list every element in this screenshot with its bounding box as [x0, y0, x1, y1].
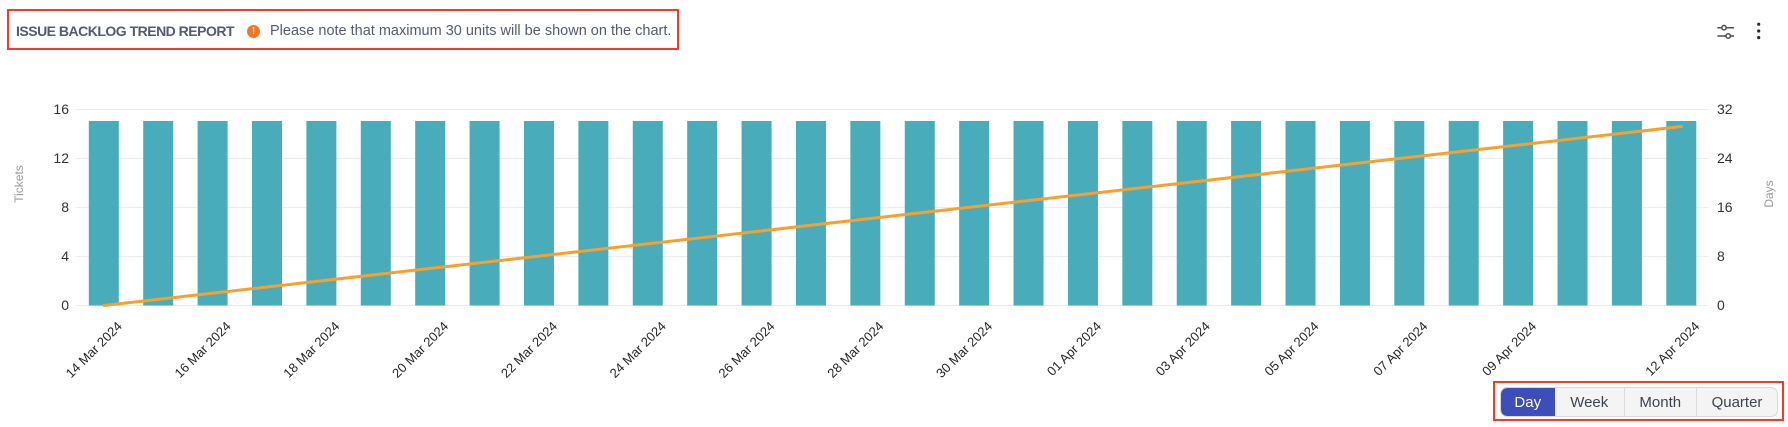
svg-text:18 Mar 2024: 18 Mar 2024: [280, 319, 342, 381]
svg-text:16 Mar 2024: 16 Mar 2024: [171, 319, 233, 381]
svg-text:16: 16: [53, 101, 69, 117]
svg-text:03 Apr 2024: 03 Apr 2024: [1153, 319, 1213, 379]
svg-text:24 Mar 2024: 24 Mar 2024: [607, 319, 669, 381]
svg-text:22 Mar 2024: 22 Mar 2024: [498, 319, 560, 381]
svg-text:28 Mar 2024: 28 Mar 2024: [824, 319, 886, 381]
svg-text:14 Mar 2024: 14 Mar 2024: [63, 319, 125, 381]
svg-text:Tickets: Tickets: [12, 165, 26, 203]
svg-text:01 Apr 2024: 01 Apr 2024: [1044, 319, 1104, 379]
svg-text:05 Apr 2024: 05 Apr 2024: [1261, 319, 1321, 379]
svg-text:8: 8: [61, 199, 69, 215]
svg-text:26 Mar 2024: 26 Mar 2024: [715, 319, 777, 381]
svg-text:Days: Days: [1762, 180, 1776, 207]
svg-text:16: 16: [1717, 199, 1733, 215]
svg-text:20 Mar 2024: 20 Mar 2024: [389, 319, 451, 381]
svg-text:30 Mar 2024: 30 Mar 2024: [933, 319, 995, 381]
svg-text:12 Apr 2024: 12 Apr 2024: [1642, 319, 1702, 379]
svg-text:4: 4: [61, 248, 69, 264]
svg-text:32: 32: [1717, 101, 1733, 117]
svg-text:24: 24: [1717, 150, 1733, 166]
svg-text:07 Apr 2024: 07 Apr 2024: [1370, 319, 1430, 379]
svg-text:0: 0: [1717, 297, 1725, 313]
svg-text:8: 8: [1717, 248, 1725, 264]
svg-text:09 Apr 2024: 09 Apr 2024: [1479, 319, 1539, 379]
svg-text:12: 12: [53, 150, 69, 166]
svg-text:0: 0: [61, 297, 69, 313]
